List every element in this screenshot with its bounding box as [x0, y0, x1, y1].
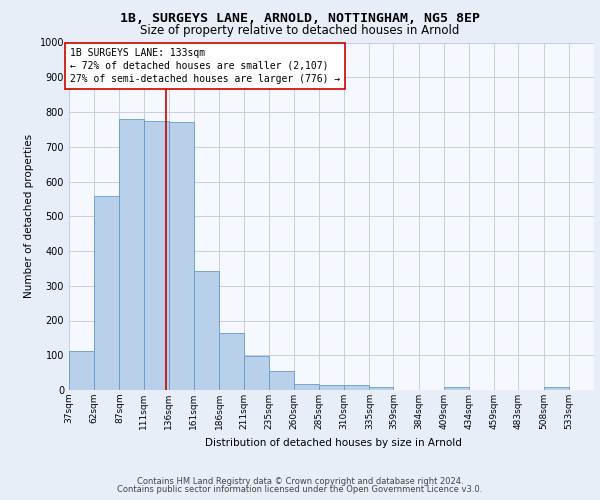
Bar — [319, 385, 344, 390]
Bar — [294, 384, 319, 390]
Bar — [143, 120, 169, 390]
Bar — [169, 122, 194, 390]
Y-axis label: Number of detached properties: Number of detached properties — [24, 134, 34, 298]
Bar — [219, 332, 244, 390]
Text: Contains HM Land Registry data © Crown copyright and database right 2024.: Contains HM Land Registry data © Crown c… — [137, 477, 463, 486]
Bar — [94, 196, 119, 390]
Bar — [369, 386, 394, 390]
Bar — [269, 371, 294, 390]
Text: 1B, SURGEYS LANE, ARNOLD, NOTTINGHAM, NG5 8EP: 1B, SURGEYS LANE, ARNOLD, NOTTINGHAM, NG… — [120, 12, 480, 26]
Bar — [194, 271, 219, 390]
Bar — [544, 387, 569, 390]
Text: 1B SURGEYS LANE: 133sqm
← 72% of detached houses are smaller (2,107)
27% of semi: 1B SURGEYS LANE: 133sqm ← 72% of detache… — [70, 48, 340, 84]
Bar — [444, 387, 469, 390]
Text: Distribution of detached houses by size in Arnold: Distribution of detached houses by size … — [205, 438, 461, 448]
Bar — [119, 119, 143, 390]
Bar — [344, 385, 369, 390]
Bar — [244, 356, 269, 390]
Bar — [69, 351, 94, 390]
Text: Size of property relative to detached houses in Arnold: Size of property relative to detached ho… — [140, 24, 460, 37]
Text: Contains public sector information licensed under the Open Government Licence v3: Contains public sector information licen… — [118, 485, 482, 494]
